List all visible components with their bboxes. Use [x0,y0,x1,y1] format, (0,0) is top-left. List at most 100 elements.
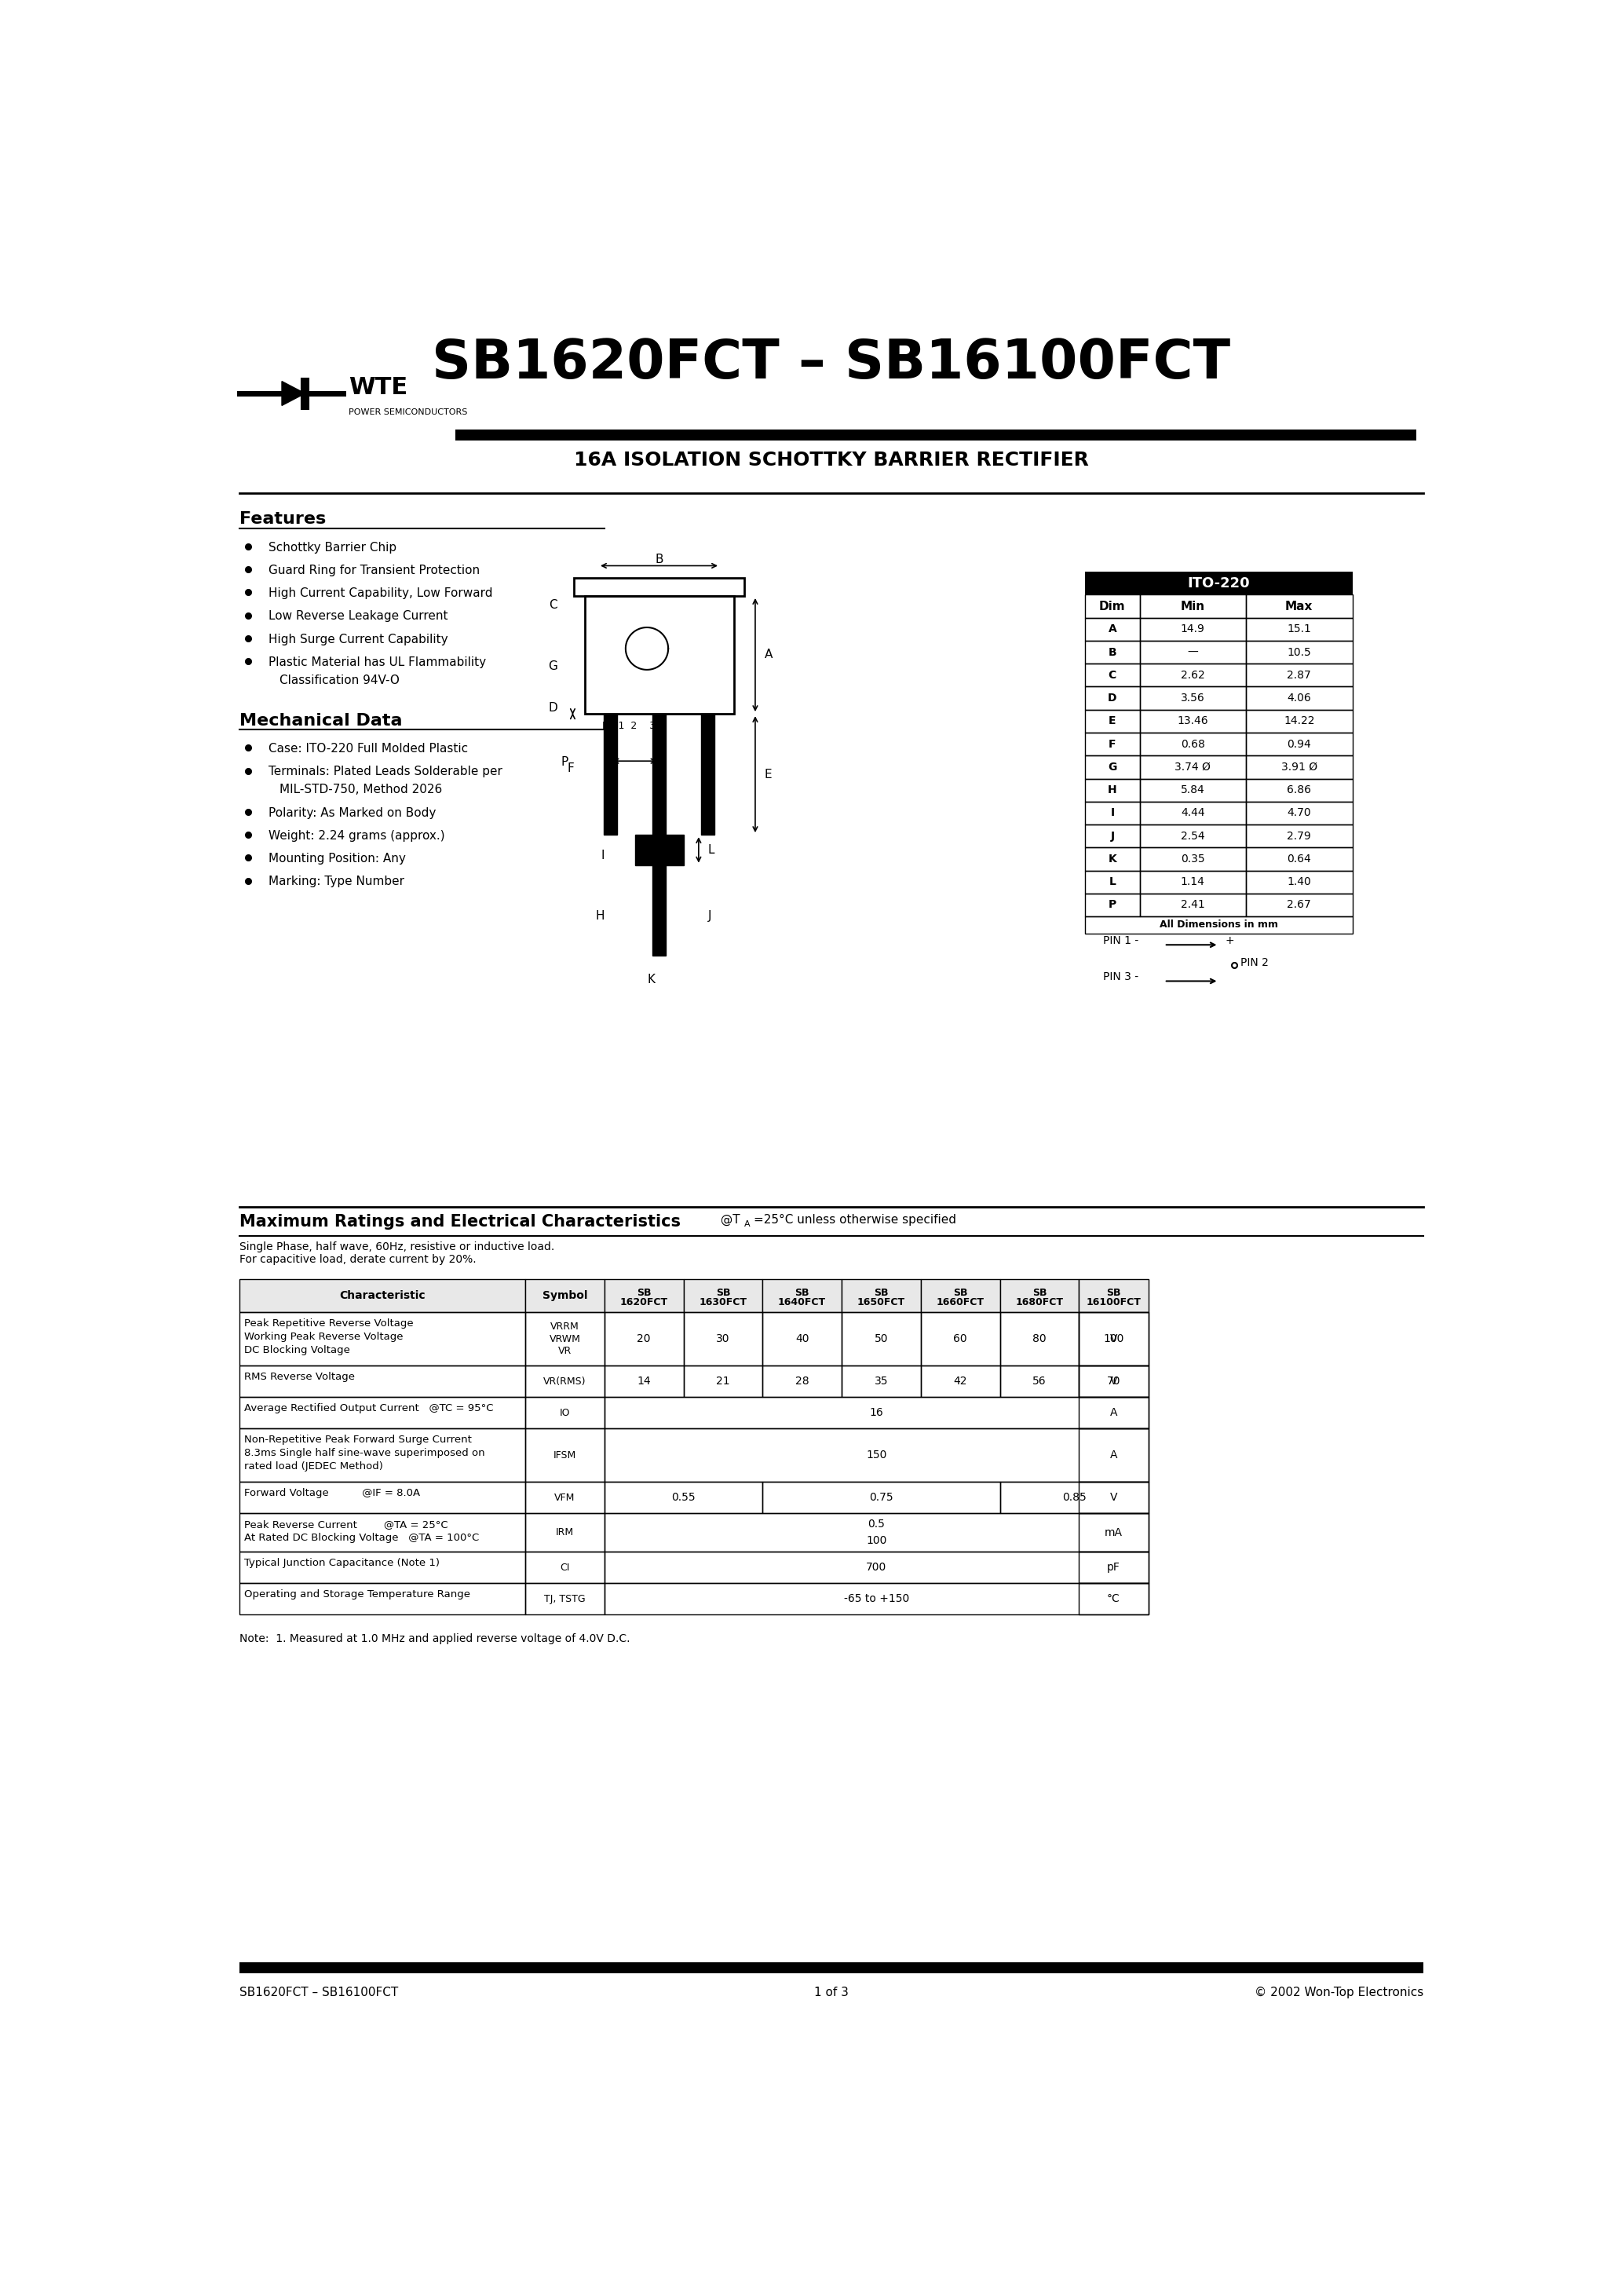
Bar [999,1481,1148,1513]
Bar [240,1313,526,1366]
Bar [605,1313,683,1366]
Text: PIN 1 -: PIN 1 - [1103,934,1139,946]
Bar [1140,847,1246,870]
Bar [526,1584,605,1614]
Bar [1079,1313,1148,1366]
Bar [701,714,714,836]
Bar [1079,1513,1148,1552]
Bar [762,1279,842,1313]
Bar [605,1584,1148,1614]
Text: ITO-220: ITO-220 [1187,576,1251,590]
Bar [605,1552,1148,1584]
Text: -65 to +150: -65 to +150 [843,1593,908,1605]
Bar [1085,618,1140,641]
Text: Symbol: Symbol [542,1290,587,1302]
Bar [634,836,683,866]
Bar [526,1313,605,1366]
Text: 14.22: 14.22 [1283,716,1315,726]
Bar [1246,824,1353,847]
Bar [240,1481,526,1513]
Text: mA: mA [1105,1527,1122,1538]
Text: 0.94: 0.94 [1288,739,1311,748]
Text: High Surge Current Capability: High Surge Current Capability [269,634,448,645]
Bar [1085,801,1140,824]
Bar [1246,778,1353,801]
Text: 2.87: 2.87 [1288,670,1311,680]
Text: SB1620FCT – SB16100FCT: SB1620FCT – SB16100FCT [431,338,1231,390]
Text: 0.68: 0.68 [1181,739,1205,748]
Text: L: L [1109,877,1116,889]
Text: 80: 80 [1033,1334,1046,1345]
Bar [1246,870,1353,893]
Text: K: K [1108,854,1116,866]
Bar [240,1552,526,1584]
Bar [240,1366,526,1396]
Text: Peak Repetitive Reverse Voltage: Peak Repetitive Reverse Voltage [245,1318,414,1329]
Bar [842,1366,921,1396]
Bar [1140,709,1246,732]
Text: Forward Voltage          @IF = 8.0A: Forward Voltage @IF = 8.0A [245,1488,420,1497]
Text: SB: SB [874,1288,889,1297]
Text: 1 of 3: 1 of 3 [814,1986,848,1998]
Bar [999,1313,1079,1366]
Text: 0.64: 0.64 [1288,854,1311,866]
Text: Maximum Ratings and Electrical Characteristics: Maximum Ratings and Electrical Character… [240,1215,681,1231]
Text: A: A [1108,625,1116,634]
Bar [1085,687,1140,709]
Bar [240,1513,526,1552]
Text: Schottky Barrier Chip: Schottky Barrier Chip [269,542,396,553]
Text: F: F [568,762,574,774]
Text: 100: 100 [866,1536,887,1548]
Text: 16A ISOLATION SCHOTTKY BARRIER RECTIFIER: 16A ISOLATION SCHOTTKY BARRIER RECTIFIER [574,450,1088,468]
Text: P: P [1108,900,1116,912]
Text: High Current Capability, Low Forward: High Current Capability, Low Forward [269,588,493,599]
Bar [1085,893,1140,916]
Text: VFM: VFM [555,1492,576,1502]
Text: 4.70: 4.70 [1288,808,1311,820]
Bar [1079,1366,1148,1396]
Text: 3.91 Ø: 3.91 Ø [1281,762,1317,771]
Text: 700: 700 [866,1561,887,1573]
Bar [1085,595,1140,618]
Text: MIL-STD-750, Method 2026: MIL-STD-750, Method 2026 [279,783,443,797]
Text: Features: Features [240,512,326,528]
Bar [1140,870,1246,893]
Bar [1079,1428,1148,1481]
Bar [526,1481,605,1513]
Text: +: + [1225,934,1234,946]
Bar [1140,618,1246,641]
Text: G: G [548,661,558,673]
Text: 10.5: 10.5 [1288,647,1311,657]
Text: Max: Max [1285,599,1314,613]
Text: SB: SB [954,1288,968,1297]
Text: E: E [1109,716,1116,726]
Bar [586,597,733,714]
Text: 50: 50 [874,1334,887,1345]
Text: SB: SB [795,1288,809,1297]
Text: V: V [1109,1334,1118,1345]
Text: Operating and Storage Temperature Range: Operating and Storage Temperature Range [245,1589,470,1600]
Bar [842,1313,921,1366]
Text: H: H [1108,785,1118,794]
Text: 4.06: 4.06 [1288,693,1311,703]
Text: 14: 14 [637,1375,650,1387]
Text: 1660FCT: 1660FCT [936,1297,985,1306]
Bar [1085,916,1353,934]
Bar [1079,1481,1148,1513]
Text: L: L [707,845,714,856]
Text: =25°C unless otherwise specified: =25°C unless otherwise specified [753,1215,955,1226]
Text: rated load (JEDEC Method): rated load (JEDEC Method) [245,1460,383,1472]
Bar [762,1481,999,1513]
Text: I: I [600,850,605,861]
Text: RMS Reverse Voltage: RMS Reverse Voltage [245,1371,355,1382]
Bar [1079,1396,1148,1428]
Bar [526,1513,605,1552]
Text: 1.14: 1.14 [1181,877,1205,889]
Bar [1085,847,1140,870]
Text: PIN1  2    3: PIN1 2 3 [602,721,655,732]
Text: 2.67: 2.67 [1288,900,1311,912]
Text: PIN 3 -: PIN 3 - [1103,971,1139,983]
Text: V: V [1109,1375,1118,1387]
Text: 16100FCT: 16100FCT [1087,1297,1140,1306]
Text: Typical Junction Capacitance (Note 1): Typical Junction Capacitance (Note 1) [245,1559,440,1568]
